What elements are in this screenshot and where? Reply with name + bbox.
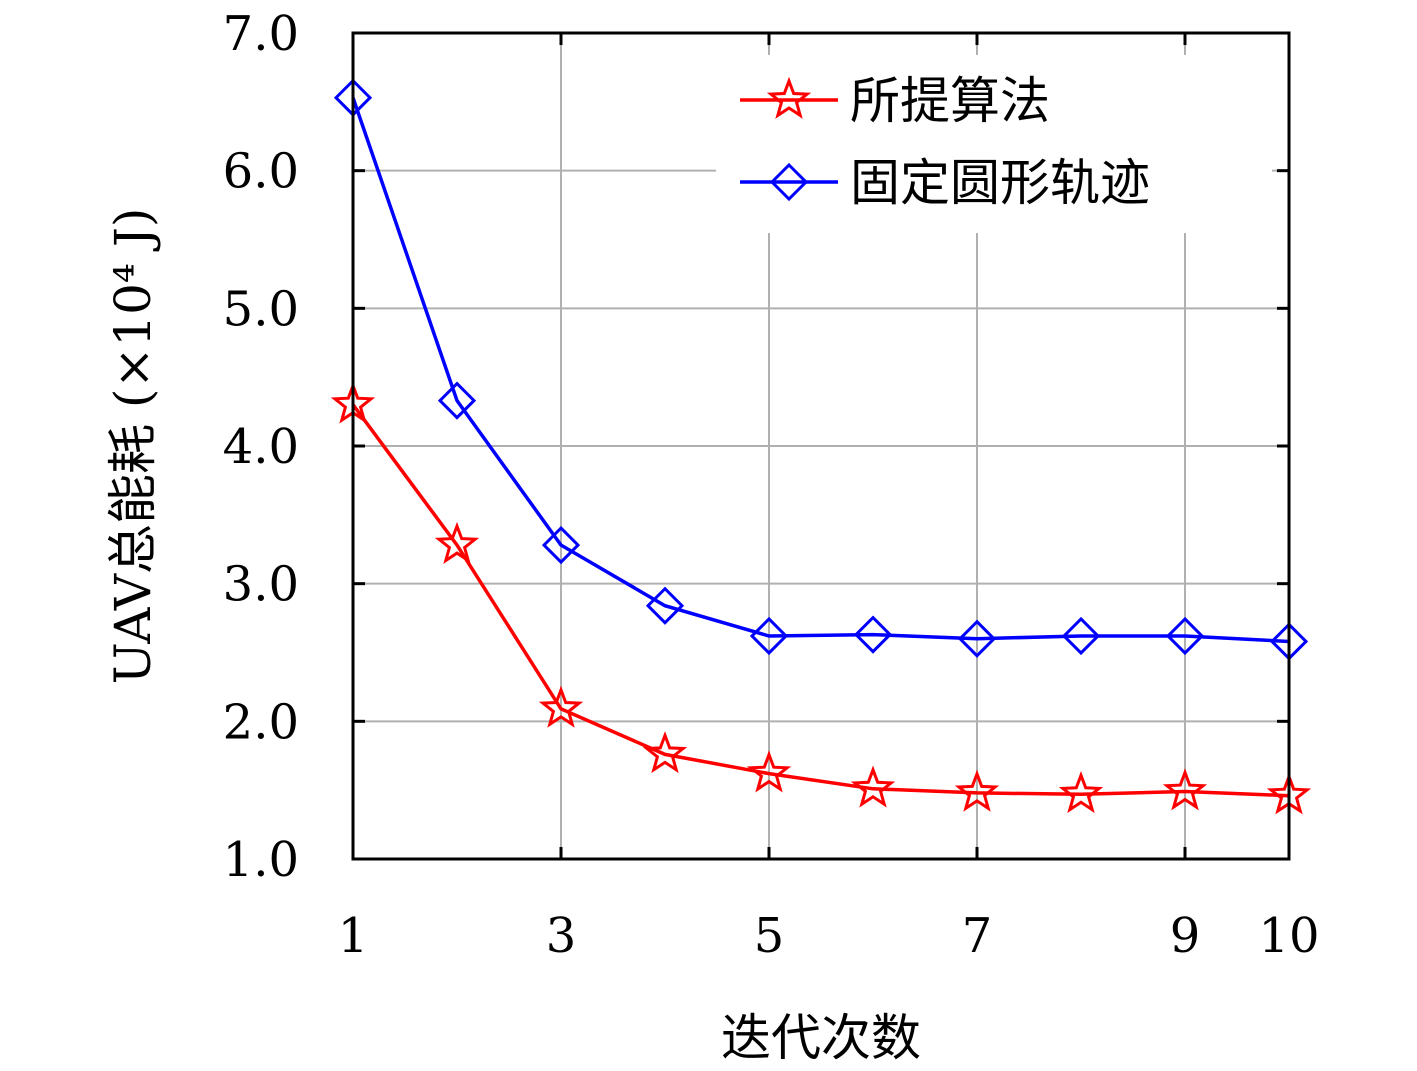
legend-label: 固定圆形轨迹 bbox=[850, 154, 1150, 212]
star-marker bbox=[746, 750, 792, 793]
legend-box bbox=[716, 55, 1272, 233]
series-proposed-algorithm bbox=[330, 381, 1312, 815]
series-layer bbox=[330, 78, 1312, 815]
diamond-marker bbox=[853, 615, 893, 654]
diamond-marker bbox=[437, 381, 477, 420]
tick-marks bbox=[351, 31, 1291, 861]
legend-item: 所提算法 bbox=[740, 72, 1050, 130]
diamond-marker bbox=[957, 619, 997, 658]
x-tick-label: 1 bbox=[338, 908, 369, 964]
diamond-marker bbox=[1165, 616, 1205, 656]
x-tick-label: 9 bbox=[1170, 908, 1201, 964]
series-line bbox=[351, 97, 1290, 644]
y-tick-label: 7.0 bbox=[223, 6, 299, 62]
legend-item: 固定圆形轨迹 bbox=[740, 154, 1150, 212]
diamond-marker bbox=[1061, 616, 1101, 656]
legend-label: 所提算法 bbox=[850, 72, 1050, 130]
y-tick-label: 5.0 bbox=[223, 281, 299, 337]
star-marker bbox=[1058, 771, 1104, 814]
star-marker bbox=[1162, 768, 1208, 811]
star-marker bbox=[642, 731, 688, 774]
diamond-marker bbox=[541, 525, 581, 565]
x-tick-label: 3 bbox=[546, 908, 577, 964]
y-tick-labels: 1.0 2.0 3.0 4.0 5.0 6.0 7.0 bbox=[223, 6, 299, 888]
y-tick-label: 4.0 bbox=[223, 419, 299, 475]
star-marker bbox=[954, 769, 1000, 812]
diamond-marker bbox=[769, 162, 809, 202]
y-tick-label: 2.0 bbox=[223, 694, 299, 750]
x-tick-label: 7 bbox=[962, 908, 993, 964]
star-marker bbox=[434, 521, 480, 564]
x-tick-labels: 1 3 5 7 9 10 bbox=[338, 908, 1320, 964]
y-axis-title: UAV总能耗 (×10⁴ J) bbox=[104, 208, 162, 685]
star-marker bbox=[766, 76, 812, 119]
x-tick-label: 10 bbox=[1258, 908, 1319, 964]
y-tick-label: 3.0 bbox=[223, 557, 299, 613]
y-tick-label: 6.0 bbox=[223, 144, 299, 200]
star-marker bbox=[850, 765, 896, 808]
diamond-marker bbox=[645, 586, 685, 625]
series-line bbox=[351, 403, 1290, 798]
y-tick-label: 1.0 bbox=[223, 832, 299, 888]
x-axis-title: 迭代次数 bbox=[721, 1009, 921, 1067]
x-tick-label: 5 bbox=[754, 908, 785, 964]
diamond-marker bbox=[749, 616, 789, 656]
star-marker bbox=[538, 685, 584, 728]
